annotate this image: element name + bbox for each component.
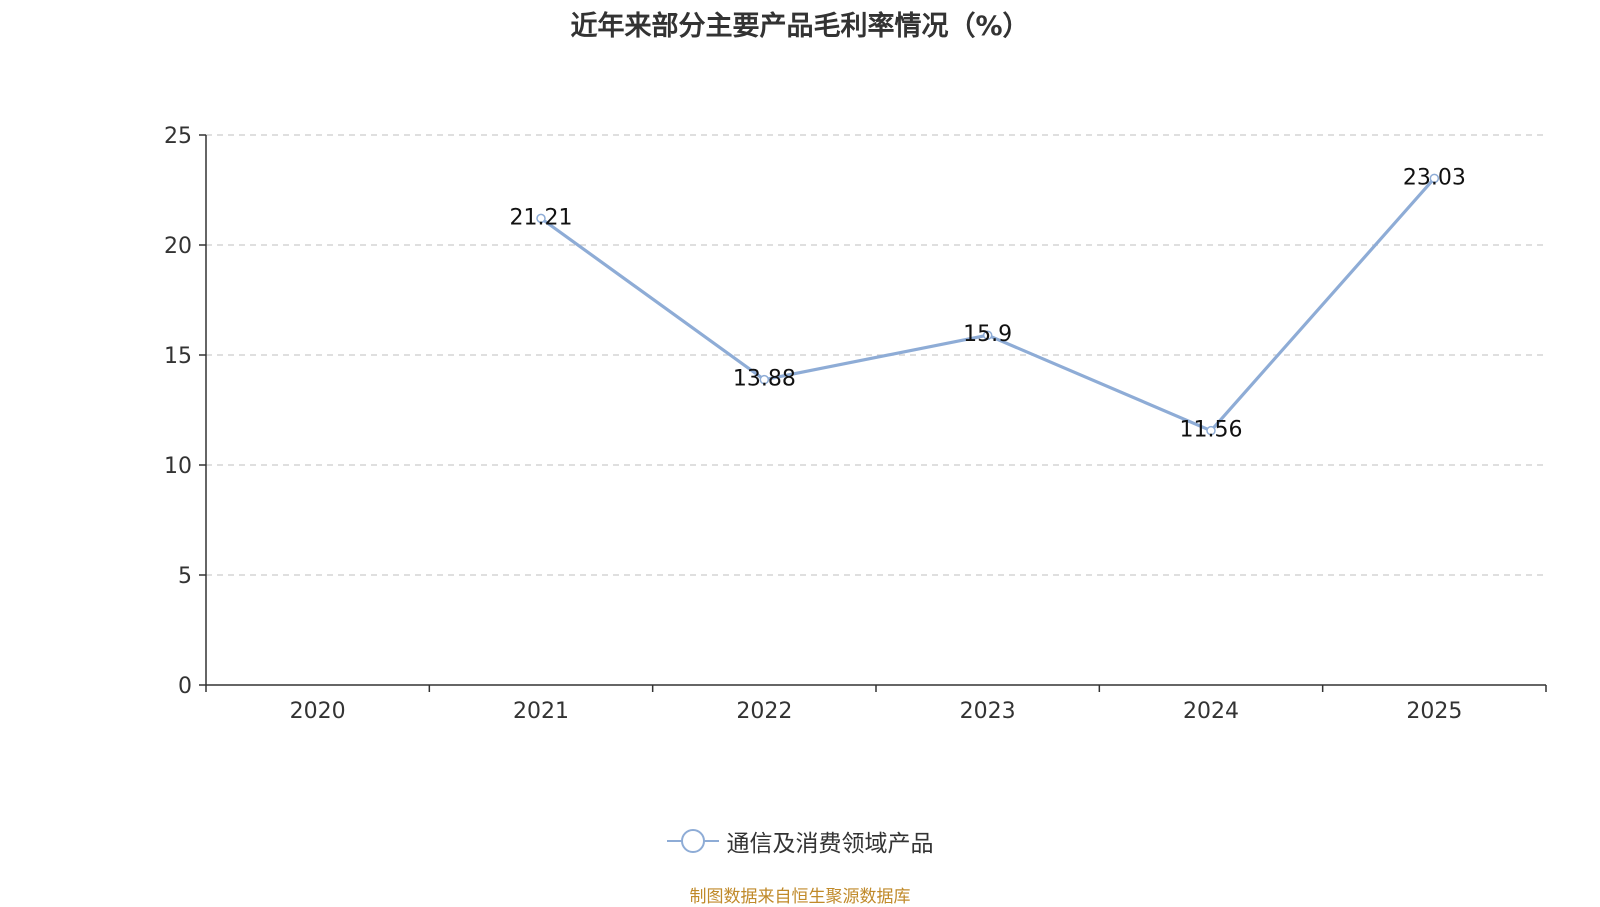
y-axis-ticks: 0 5 10 15 20 25 <box>164 124 206 699</box>
source-note: 制图数据来自恒生聚源数据库 <box>689 887 911 907</box>
y-tick-label: 10 <box>164 454 192 479</box>
legend-line-circle-icon <box>666 829 719 853</box>
x-tick-label: 2021 <box>513 699 569 724</box>
data-label: 11.56 <box>1180 418 1243 443</box>
data-labels: 21.21 13.88 15.9 11.56 23.03 <box>510 165 1466 442</box>
x-tick-label: 2023 <box>960 699 1016 724</box>
series-通信及消费领域产品 <box>536 173 1440 436</box>
data-label: 15.9 <box>963 322 1012 347</box>
legend[interactable]: 通信及消费领域产品 <box>0 824 1600 858</box>
data-point[interactable] <box>536 213 546 224</box>
data-label: 13.88 <box>733 367 796 392</box>
grid-lines <box>206 134 1546 576</box>
data-point[interactable] <box>1429 173 1440 184</box>
data-label: 23.03 <box>1403 165 1466 190</box>
data-point[interactable] <box>982 330 993 340</box>
data-point[interactable] <box>1206 425 1216 436</box>
y-tick-label: 25 <box>164 124 192 149</box>
x-tick-label: 2022 <box>736 699 792 724</box>
y-tick-label: 0 <box>178 674 192 699</box>
data-point[interactable] <box>759 374 770 385</box>
x-axis-ticks: 2020 2021 2022 2023 2024 2025 <box>205 685 1547 724</box>
x-tick-label: 2025 <box>1406 699 1462 724</box>
series-line <box>540 177 1436 433</box>
y-tick-label: 15 <box>164 344 192 369</box>
y-tick-label: 5 <box>178 564 192 589</box>
chart-title: 近年来部分主要产品毛利率情况（%） <box>570 11 1030 42</box>
x-tick-label: 2024 <box>1183 699 1239 724</box>
x-tick-label: 2020 <box>290 699 346 724</box>
data-label: 21.21 <box>510 205 573 230</box>
axes <box>205 135 1546 686</box>
y-tick-label: 20 <box>164 234 192 259</box>
legend-label: 通信及消费领域产品 <box>726 831 934 857</box>
